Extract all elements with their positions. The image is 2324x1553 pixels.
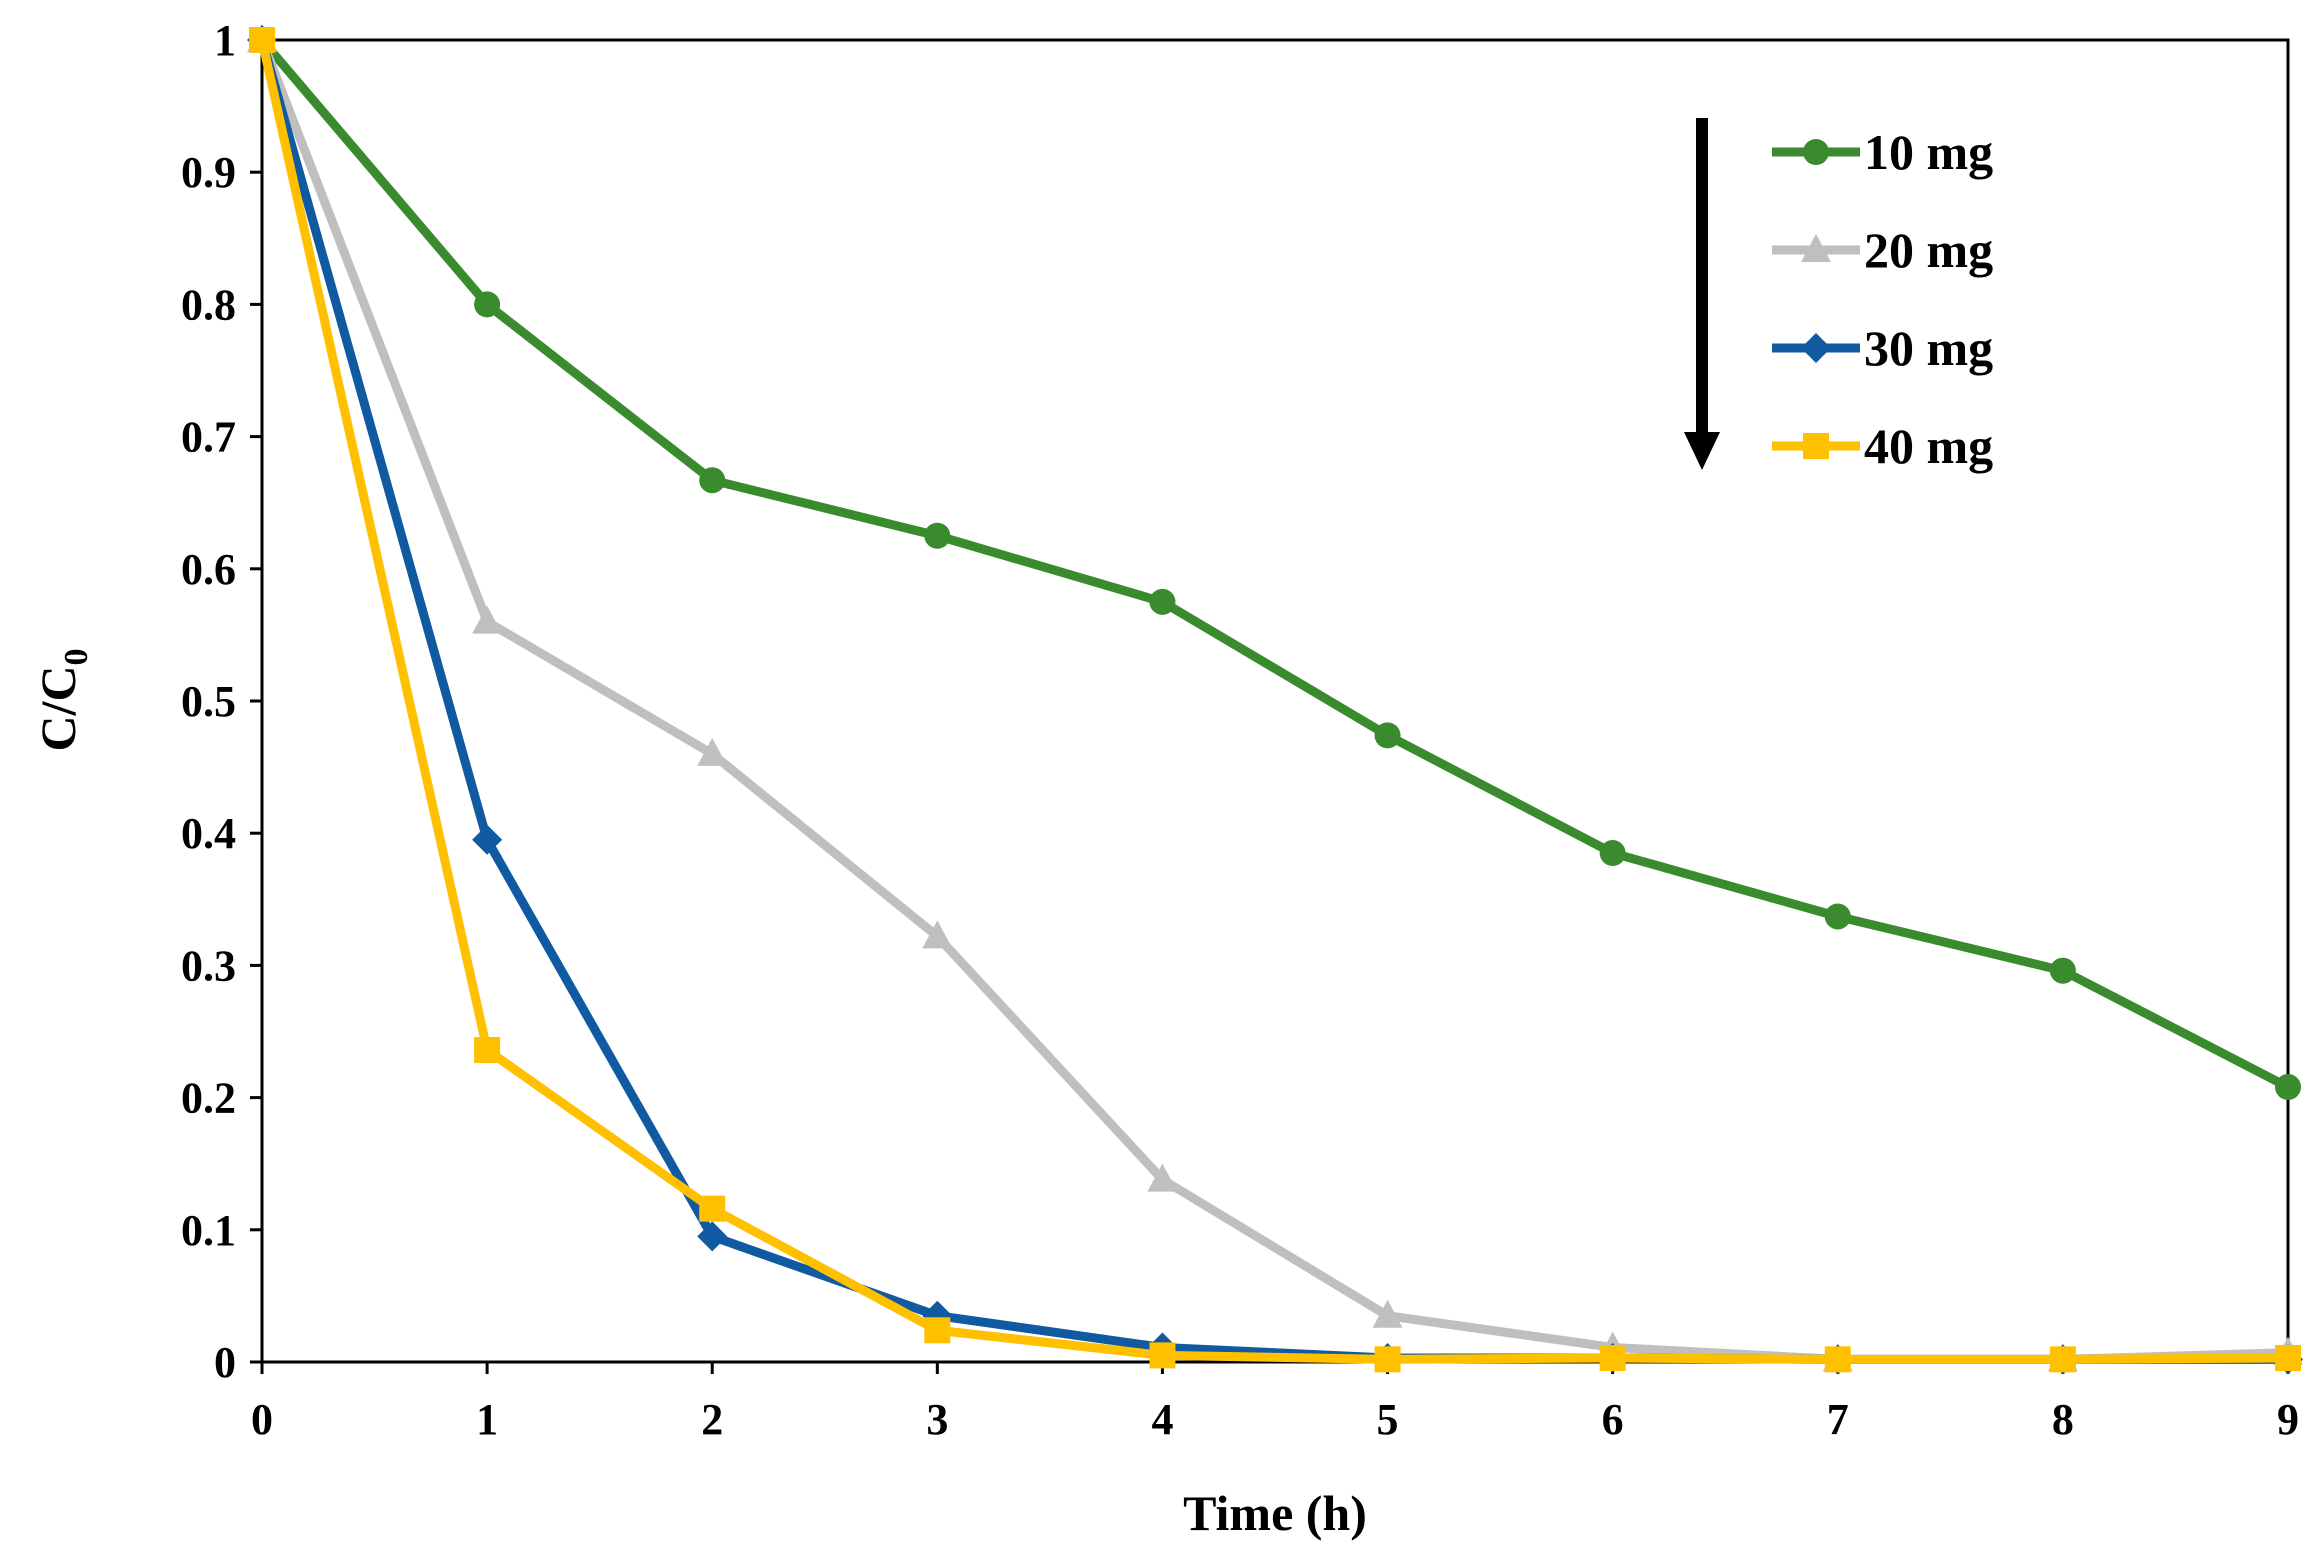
y-tick-label: 0.5 [181, 677, 236, 726]
data-point [1372, 1299, 1403, 1328]
x-axis-ticks: 0 1 2 3 4 5 6 7 8 9 [251, 1362, 2299, 1444]
data-point [1147, 1163, 1178, 1192]
y-axis-title: C/C0 [30, 648, 95, 751]
data-point [924, 1317, 951, 1344]
series-layer [247, 24, 2303, 1375]
x-tick-label: 8 [2052, 1395, 2074, 1444]
y-tick-label: 0.6 [181, 545, 236, 594]
y-tick-label: 1 [214, 16, 236, 65]
data-point [1599, 840, 1626, 867]
x-tick-label: 2 [701, 1395, 723, 1444]
series-40-mg [249, 27, 2301, 1373]
legend-marker [1803, 433, 1829, 459]
y-axis-title-subscript: 0 [58, 648, 95, 665]
data-point [922, 920, 953, 949]
svg-text:C/C0: C/C0 [30, 648, 95, 751]
x-tick-label: 3 [926, 1395, 948, 1444]
legend-label: 10 mg [1864, 124, 1993, 180]
y-tick-label: 0.7 [181, 413, 236, 462]
data-point [2049, 957, 2076, 984]
legend-item: 30 mg [1772, 320, 1993, 376]
legend-label: 30 mg [1864, 320, 1993, 376]
data-point [1374, 722, 1401, 749]
data-point [699, 467, 726, 494]
x-tick-label: 6 [1602, 1395, 1624, 1444]
data-point [1824, 1346, 1851, 1373]
series-line [257, 39, 2289, 1364]
y-tick-label: 0.3 [181, 941, 236, 990]
legend-marker [1801, 234, 1831, 262]
data-point [1599, 1345, 1626, 1372]
legend-arrow [1684, 118, 1720, 470]
data-point [699, 1195, 726, 1222]
x-tick-label: 9 [2277, 1395, 2299, 1444]
y-axis-ticks: 0 0.1 0.2 0.3 0.4 0.5 0.6 0.7 0.8 0.9 1 [181, 16, 262, 1387]
x-tick-label: 7 [1827, 1395, 1849, 1444]
x-tick-label: 0 [251, 1395, 273, 1444]
legend-marker [1803, 139, 1829, 165]
data-point [1824, 903, 1851, 930]
plot-area [260, 38, 2290, 1364]
data-point [472, 824, 503, 855]
data-point [1149, 1342, 1176, 1369]
data-point [474, 1037, 501, 1064]
y-tick-label: 0.4 [181, 809, 236, 858]
y-tick-label: 0.9 [181, 148, 236, 197]
legend-item: 40 mg [1772, 418, 1993, 474]
x-tick-label: 5 [1377, 1395, 1399, 1444]
series-line [258, 37, 2291, 1092]
y-axis-title-main: C/C [30, 665, 86, 751]
data-point [697, 737, 728, 766]
legend-label: 40 mg [1864, 418, 1993, 474]
legend-label: 20 mg [1864, 222, 1993, 278]
x-tick-label: 1 [476, 1395, 498, 1444]
y-tick-label: 0 [214, 1338, 236, 1387]
series-10-mg [249, 27, 2301, 1101]
legend-item: 10 mg [1772, 124, 1993, 180]
data-point [472, 605, 503, 634]
legend-marker [1801, 333, 1831, 363]
y-tick-label: 0.8 [181, 280, 236, 329]
data-point [924, 522, 951, 549]
data-point [474, 291, 501, 318]
x-tick-label: 4 [1151, 1395, 1173, 1444]
x-axis-title: Time (h) [1183, 1485, 1367, 1541]
data-point [2275, 1074, 2301, 1101]
data-point [2049, 1346, 2076, 1373]
data-point [1374, 1346, 1401, 1373]
data-point [1149, 588, 1176, 615]
y-tick-label: 0.2 [181, 1074, 236, 1123]
data-point [697, 1221, 728, 1252]
legend: 10 mg 20 mg 30 mg 40 mg [1772, 124, 1993, 474]
legend-item: 20 mg [1772, 222, 1993, 278]
data-point [249, 27, 275, 53]
y-tick-label: 0.1 [181, 1206, 236, 1255]
data-point [2275, 1345, 2301, 1372]
